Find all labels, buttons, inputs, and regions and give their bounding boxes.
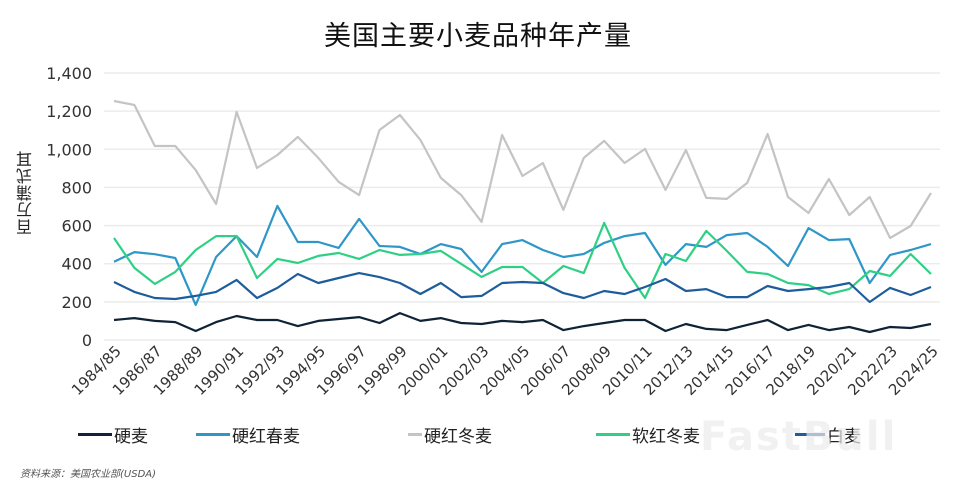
y-tick-label: 800 xyxy=(61,178,92,197)
legend: 硬麦 硬红春麦 硬红冬麦 软红冬麦 白麦 xyxy=(0,422,956,448)
gridlines xyxy=(104,72,940,341)
series-line xyxy=(113,272,932,304)
legend-label-durum: 硬麦 xyxy=(114,427,148,447)
y-tick-label: 1,400 xyxy=(46,64,92,83)
y-tick-label: 1,200 xyxy=(46,102,92,121)
source-note: 资料来源：美国农业部(USDA) xyxy=(20,469,157,480)
legend-swatch-soft-red-winter xyxy=(596,433,630,436)
legend-swatch-hard-red-winter xyxy=(408,433,422,436)
legend-item-white: 白麦 xyxy=(795,422,861,447)
y-tick-label: 600 xyxy=(61,217,92,236)
series-line xyxy=(113,99,932,240)
x-axis-ticks: 1984/851986/871988/891990/911992/931994/… xyxy=(68,342,942,399)
y-tick-label: 1,000 xyxy=(46,140,92,159)
legend-label-hard-red-spring: 硬红春麦 xyxy=(232,427,300,447)
legend-label-hard-red-winter: 硬红冬麦 xyxy=(424,427,492,447)
legend-label-white: 白麦 xyxy=(827,427,861,447)
legend-label-soft-red-winter: 软红冬麦 xyxy=(632,427,700,447)
legend-swatch-durum xyxy=(78,433,112,436)
legend-item-hard-red-winter: 硬红冬麦 xyxy=(408,422,492,447)
legend-item-soft-red-winter: 软红冬麦 xyxy=(596,422,700,447)
y-tick-label: 0 xyxy=(82,331,92,350)
series-line xyxy=(113,204,932,306)
legend-item-durum: 硬麦 xyxy=(78,422,148,447)
legend-item-hard-red-spring: 硬红春麦 xyxy=(196,422,300,447)
series-lines xyxy=(113,99,932,334)
series-line xyxy=(113,221,932,300)
y-tick-label: 400 xyxy=(61,255,92,274)
legend-swatch-hard-red-spring xyxy=(196,433,230,436)
y-tick-label: 200 xyxy=(61,293,92,312)
legend-swatch-white xyxy=(795,433,825,436)
series-line xyxy=(113,312,932,334)
line-chart: 0 200 400 600 800 1,000 1,200 1,400 1984/851986… xyxy=(46,64,942,399)
chart-title: 美国主要小麦品种年产量 xyxy=(324,21,632,52)
y-axis-ticks: 0 200 400 600 800 1,000 1,200 1,400 xyxy=(46,64,92,350)
